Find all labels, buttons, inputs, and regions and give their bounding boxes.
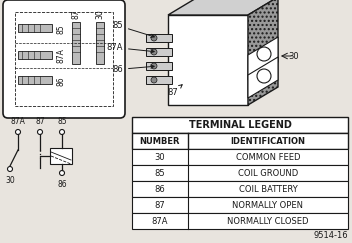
Text: 86: 86 bbox=[155, 184, 165, 193]
Text: 87: 87 bbox=[168, 85, 182, 97]
Bar bbox=[50, 148, 72, 164]
Text: 87A: 87A bbox=[11, 117, 25, 126]
Bar bbox=[132, 197, 348, 213]
Circle shape bbox=[59, 130, 64, 134]
Text: 86: 86 bbox=[57, 180, 67, 189]
Text: 87A: 87A bbox=[56, 49, 65, 63]
Text: 85: 85 bbox=[56, 24, 65, 34]
Bar bbox=[15, 12, 113, 106]
Bar bbox=[146, 34, 172, 42]
Text: NORMALLY OPEN: NORMALLY OPEN bbox=[233, 200, 303, 209]
Bar bbox=[132, 181, 348, 197]
Bar bbox=[18, 76, 52, 84]
Circle shape bbox=[257, 47, 271, 61]
Text: 85: 85 bbox=[155, 168, 165, 177]
Circle shape bbox=[257, 69, 271, 83]
Circle shape bbox=[38, 130, 43, 134]
Text: 87: 87 bbox=[155, 200, 165, 209]
Circle shape bbox=[7, 166, 13, 172]
Bar bbox=[132, 117, 348, 133]
Polygon shape bbox=[248, 57, 278, 98]
Bar bbox=[132, 133, 348, 149]
Text: COMMON FEED: COMMON FEED bbox=[236, 153, 300, 162]
Polygon shape bbox=[168, 0, 278, 15]
Text: 30: 30 bbox=[155, 153, 165, 162]
Text: 85: 85 bbox=[112, 21, 154, 37]
Circle shape bbox=[59, 171, 64, 175]
Circle shape bbox=[151, 49, 157, 55]
Text: 86: 86 bbox=[56, 76, 65, 86]
Bar bbox=[146, 62, 172, 70]
Text: 87: 87 bbox=[35, 117, 45, 126]
Polygon shape bbox=[248, 0, 278, 105]
Bar bbox=[96, 22, 104, 64]
Text: 87A: 87A bbox=[107, 43, 154, 53]
Bar bbox=[146, 76, 172, 84]
Text: 30: 30 bbox=[5, 176, 15, 185]
Circle shape bbox=[151, 63, 157, 69]
Text: NORMALLY CLOSED: NORMALLY CLOSED bbox=[227, 217, 309, 226]
Polygon shape bbox=[248, 37, 278, 80]
Text: 9514-16: 9514-16 bbox=[313, 231, 348, 240]
Text: 30: 30 bbox=[95, 9, 105, 19]
Text: COIL GROUND: COIL GROUND bbox=[238, 168, 298, 177]
Text: COIL BATTERY: COIL BATTERY bbox=[239, 184, 297, 193]
Bar bbox=[18, 51, 52, 59]
Text: 87A: 87A bbox=[152, 217, 168, 226]
Bar bbox=[132, 213, 348, 229]
Text: NUMBER: NUMBER bbox=[140, 137, 180, 146]
Bar bbox=[146, 48, 172, 56]
Text: 87: 87 bbox=[71, 9, 81, 19]
Bar bbox=[132, 165, 348, 181]
Bar bbox=[132, 149, 348, 165]
Bar bbox=[18, 24, 52, 32]
Text: 86: 86 bbox=[112, 65, 154, 74]
Circle shape bbox=[151, 35, 157, 41]
Circle shape bbox=[15, 130, 20, 134]
FancyBboxPatch shape bbox=[3, 0, 125, 118]
Bar bbox=[72, 22, 80, 64]
Bar bbox=[168, 15, 248, 105]
Text: TERMINAL LEGEND: TERMINAL LEGEND bbox=[189, 120, 291, 130]
Text: IDENTIFICATION: IDENTIFICATION bbox=[231, 137, 306, 146]
Text: 30: 30 bbox=[288, 52, 298, 61]
Circle shape bbox=[151, 77, 157, 83]
Text: 85: 85 bbox=[57, 117, 67, 126]
